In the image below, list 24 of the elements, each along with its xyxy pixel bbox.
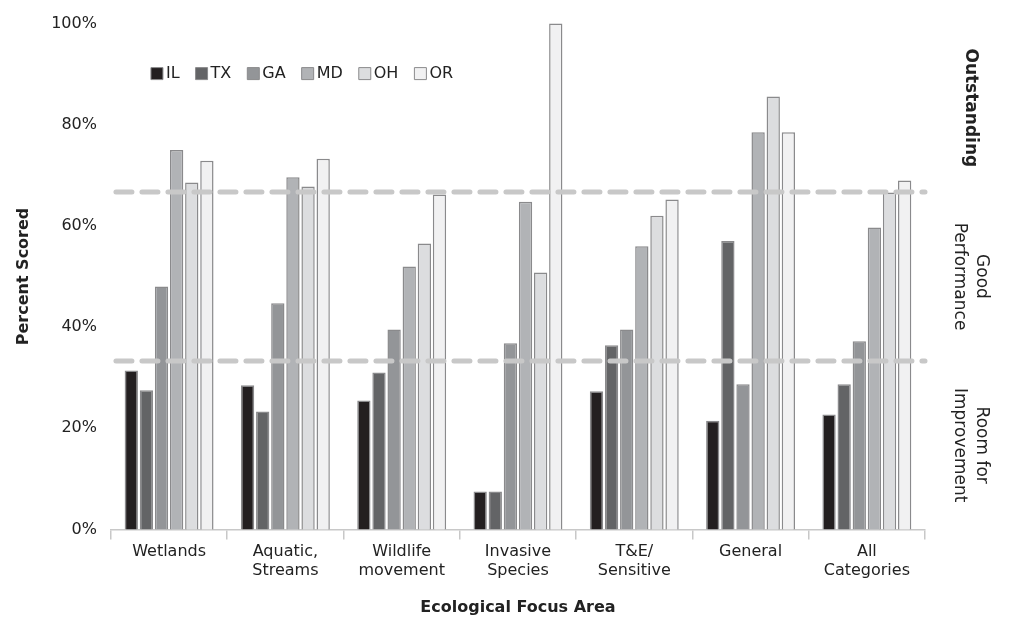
legend-label: TX bbox=[209, 62, 232, 82]
x-tick-label: Wetlands bbox=[132, 541, 207, 561]
x-tick-label: Wildlife movement bbox=[358, 541, 445, 580]
y-tick-label: 20% bbox=[61, 417, 97, 437]
y-tick-label: 100% bbox=[51, 12, 97, 32]
legend-label: MD bbox=[316, 62, 343, 82]
legend-label: IL bbox=[165, 62, 180, 82]
x-tick-label: General bbox=[719, 541, 783, 561]
text: Room for Improvement bbox=[950, 388, 993, 503]
x-tick-label: Invasive Species bbox=[484, 541, 552, 580]
y-tick-label: 60% bbox=[61, 215, 97, 235]
y-tick-label: 0% bbox=[71, 518, 97, 538]
x-tick-label: Aquatic, Streams bbox=[252, 541, 319, 580]
x-axis-title: Ecological Focus Area bbox=[420, 596, 616, 616]
text: Outstanding bbox=[961, 48, 982, 168]
y-axis-title: Percent Scored bbox=[12, 207, 32, 346]
legend-label: OR bbox=[429, 62, 454, 82]
y-tick-label: 80% bbox=[61, 113, 97, 133]
x-tick-label: T&E/ Sensitive bbox=[597, 541, 671, 580]
legend-label: OH bbox=[373, 62, 399, 82]
legend-label: GA bbox=[262, 62, 286, 82]
y-tick-label: 40% bbox=[61, 316, 97, 336]
x-tick-label: All Categories bbox=[823, 541, 910, 580]
text: Good Performance bbox=[950, 222, 993, 331]
